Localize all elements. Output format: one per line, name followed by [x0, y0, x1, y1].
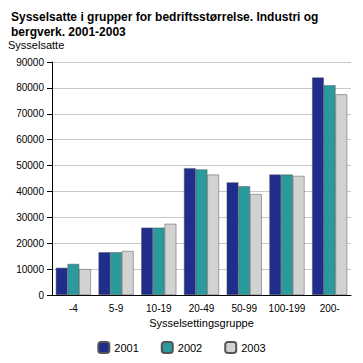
- svg-text:20000: 20000: [16, 238, 44, 249]
- svg-text:80000: 80000: [16, 82, 44, 93]
- svg-text:50-99: 50-99: [231, 303, 257, 314]
- svg-text:100-199: 100-199: [269, 303, 306, 314]
- svg-text:0: 0: [38, 290, 44, 301]
- svg-text:bergverk. 2001-2003: bergverk. 2001-2003: [11, 25, 126, 39]
- svg-text:2003: 2003: [241, 342, 265, 354]
- svg-text:200-: 200-: [320, 303, 340, 314]
- svg-text:20-49: 20-49: [189, 303, 215, 314]
- svg-text:40000: 40000: [16, 186, 44, 197]
- svg-text:90000: 90000: [16, 57, 44, 68]
- svg-text:2001: 2001: [114, 342, 138, 354]
- svg-text:10000: 10000: [16, 264, 44, 275]
- svg-text:10-19: 10-19: [146, 303, 172, 314]
- svg-text:Sysselsatte i grupper for bedr: Sysselsatte i grupper for bedriftsstørre…: [11, 10, 322, 24]
- svg-text:50000: 50000: [16, 160, 44, 171]
- svg-text:-4: -4: [69, 303, 78, 314]
- svg-text:5-9: 5-9: [109, 303, 124, 314]
- svg-text:30000: 30000: [16, 212, 44, 223]
- svg-text:2002: 2002: [178, 342, 202, 354]
- svg-text:70000: 70000: [16, 108, 44, 119]
- svg-text:60000: 60000: [16, 134, 44, 145]
- svg-text:Sysselsettingsgruppe: Sysselsettingsgruppe: [149, 317, 254, 329]
- svg-text:Sysselsatte: Sysselsatte: [8, 39, 64, 51]
